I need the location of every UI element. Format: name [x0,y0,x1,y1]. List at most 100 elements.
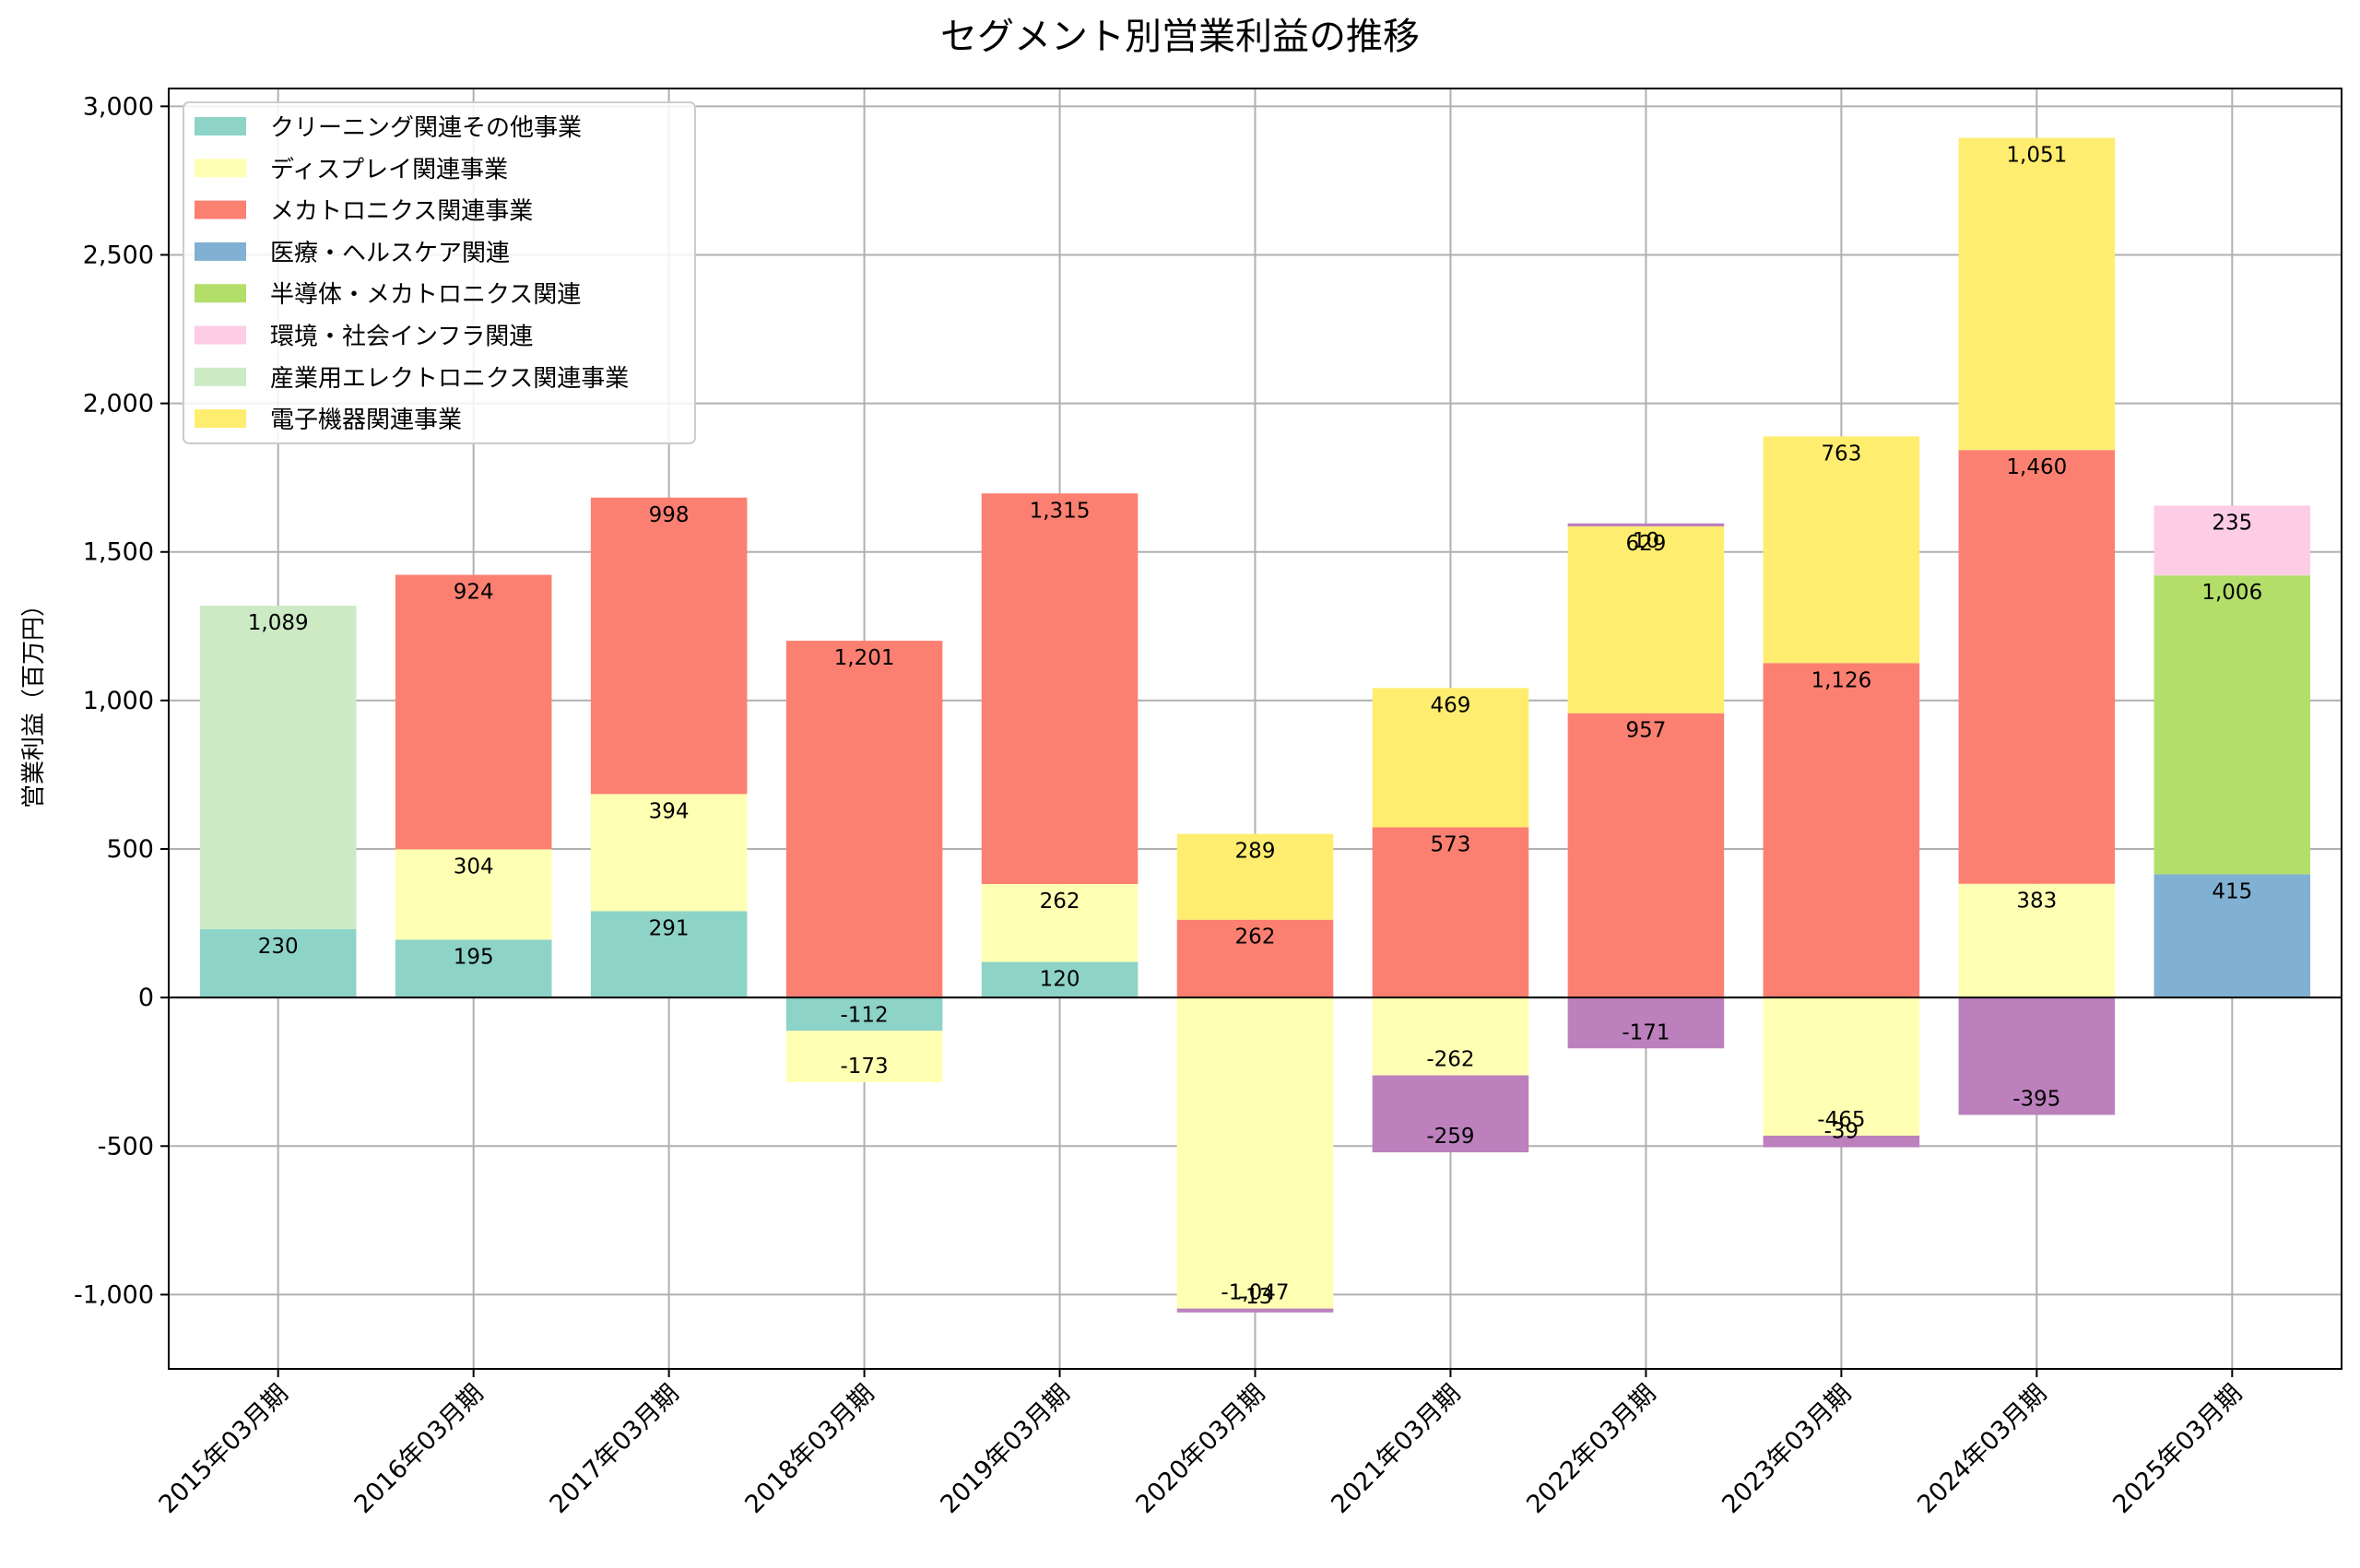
bar-segment [981,884,1139,962]
bar-value-label: 415 [2212,879,2252,903]
y-axis-label: 営業利益（百万円） [20,593,48,808]
bar-value-label: 195 [454,945,494,969]
bar-segment [2154,505,2311,576]
bar-segment [1958,137,2116,451]
bar-segment [590,794,748,912]
legend-label: メカトロニクス関連事業 [270,198,533,226]
bar-segment [1958,450,2116,884]
bar-segment [1567,997,1725,1049]
bar-value-label: 998 [649,503,690,527]
bar-value-label: -259 [1426,1125,1474,1149]
bar-value-label: -1,047 [1221,1281,1289,1305]
bar-segment [395,939,552,998]
legend-label: 環境・社会インフラ関連 [270,324,533,351]
y-tick-label: 500 [106,835,154,864]
legend-swatch [195,242,246,261]
bar-value-label: 763 [1821,442,1861,466]
y-tick-label: 2,000 [83,390,154,419]
bar-segment [1763,436,1920,664]
bar-segment [1372,827,1529,998]
y-tick-label: 1,000 [83,687,154,715]
y-tick-label: 0 [138,984,154,1012]
bar-segment [785,641,943,998]
bar-value-label: 1,006 [2201,581,2262,605]
bar-value-label: 262 [1040,890,1080,914]
legend-swatch [195,325,246,345]
bar-value-label: 1,315 [1030,499,1091,523]
bar-value-label: 957 [1625,719,1666,743]
y-tick-label: 3,000 [83,92,154,121]
bar-segment [1176,919,1334,998]
bar-value-label: -262 [1426,1048,1474,1072]
legend-swatch [195,284,246,303]
legend-label: クリーニング関連その他事業 [270,114,582,142]
bar-value-label: 394 [649,799,690,823]
bar-value-label: 1,089 [248,611,309,635]
legend-label: ディスプレイ関連事業 [270,156,508,183]
y-tick-label: -500 [98,1132,154,1161]
bar-segment [981,493,1139,885]
bar-value-label: 629 [1625,532,1666,556]
bar-value-label: -395 [2012,1087,2060,1111]
legend-swatch [195,117,246,136]
bar-value-label: 291 [649,916,690,940]
legend-label: 電子機器関連事業 [270,407,462,434]
bar-value-label: 1,051 [2006,143,2067,167]
bar-value-label: 573 [1431,832,1471,856]
bar-segment [1763,663,1920,998]
bar-segment [1372,1075,1529,1153]
y-tick-label: -1,000 [74,1280,154,1309]
bar-segment [1763,1136,1920,1148]
y-tick-label: 2,500 [83,241,154,269]
bars-layer [199,137,2311,1313]
bar-value-label: 924 [454,581,494,605]
bar-segment [1372,688,1529,828]
bar-value-label: 1,460 [2006,455,2067,479]
bar-value-label: 304 [454,855,494,878]
bar-segment [395,574,552,850]
legend-swatch [195,159,246,178]
bar-labels-layer: 230 195 291 -112 120 304 394 -173 262 -1,047 -262 -… [248,143,2262,1308]
bar-value-label: 120 [1040,967,1080,991]
legend-swatch [195,367,246,386]
bar-value-label: 262 [1235,925,1276,949]
legend: クリーニング関連その他事業ディスプレイ関連事業メカトロニクス関連事業医療・ヘルス… [183,101,696,444]
bar-value-label: 289 [1235,840,1276,864]
bar-segment [590,911,748,998]
bar-value-label: -39 [1824,1120,1859,1144]
bar-segment [981,961,1139,998]
bar-value-label: -173 [840,1055,888,1079]
chart-title: セグメント別営業利益の推移 [940,16,1420,58]
legend-box [183,101,696,444]
bar-value-label: -13 [1238,1285,1273,1309]
legend-label: 医療・ヘルスケア関連 [270,240,510,267]
bar-value-label: -465 [1817,1108,1865,1132]
bar-value-label: -112 [840,1003,888,1027]
bar-segment [1176,997,1334,1309]
bar-value-label: 10 [1633,529,1659,553]
bar-segment [1958,883,2116,998]
bar-segment [1763,997,1920,1137]
bar-value-label: 469 [1431,693,1471,717]
bar-segment [1372,997,1529,1076]
bar-segment [785,1031,943,1083]
bar-segment [1567,523,1725,527]
bar-segment [395,849,552,940]
bar-segment [1567,713,1725,998]
legend-label: 半導体・メカトロニクス関連 [270,281,581,309]
bar-segment [1176,833,1334,920]
bar-segment [2154,874,2311,998]
y-tick-label: 1,500 [83,538,154,567]
bar-segment [2154,575,2311,875]
bar-segment [199,929,357,998]
bar-value-label: -171 [1622,1020,1670,1044]
legend-label: 産業用エレクトロニクス関連事業 [270,365,629,393]
bar-segment [1176,1308,1334,1313]
legend-swatch [195,409,246,429]
bar-segment [199,606,357,930]
bar-value-label: 235 [2212,511,2252,535]
bar-value-label: 230 [258,935,299,959]
bar-value-label: 383 [2016,890,2057,914]
